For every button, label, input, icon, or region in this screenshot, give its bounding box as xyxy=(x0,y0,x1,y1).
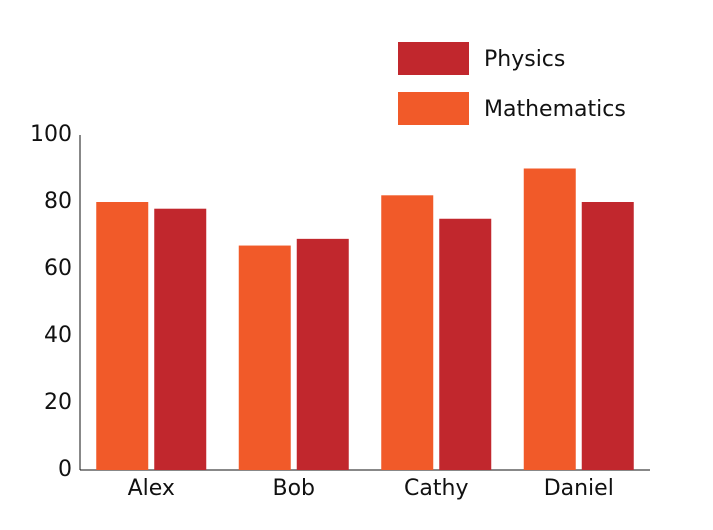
x-tick-label: Bob xyxy=(272,476,315,501)
y-tick-label: 40 xyxy=(44,323,72,348)
bar xyxy=(439,218,492,470)
bar xyxy=(154,208,207,470)
bar xyxy=(296,238,349,470)
legend-label: Physics xyxy=(484,47,565,72)
bar xyxy=(381,195,434,471)
bar xyxy=(581,202,634,470)
legend-swatch xyxy=(398,42,469,75)
x-tick-label: Daniel xyxy=(544,476,614,501)
y-tick-label: 20 xyxy=(44,390,72,415)
y-tick-label: 0 xyxy=(58,457,72,482)
bar xyxy=(238,245,291,470)
y-tick-label: 80 xyxy=(44,189,72,214)
y-tick-label: 60 xyxy=(44,256,72,281)
bar xyxy=(96,202,149,470)
y-tick-label: 100 xyxy=(30,122,72,147)
legend-label: Mathematics xyxy=(484,97,626,122)
x-tick-label: Alex xyxy=(128,476,175,501)
bar xyxy=(523,168,576,470)
legend-swatch xyxy=(398,92,469,125)
x-tick-label: Cathy xyxy=(404,476,468,501)
